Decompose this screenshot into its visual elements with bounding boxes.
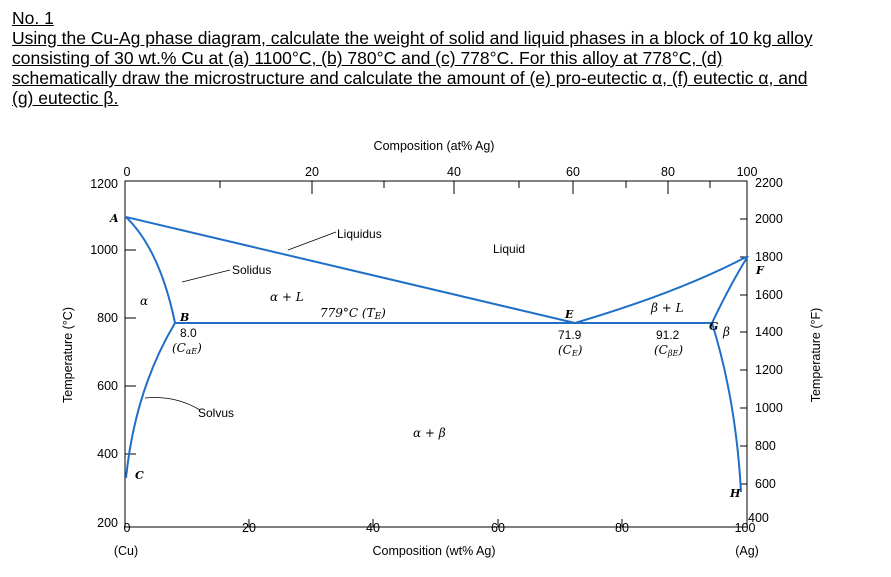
bottom-end-ag: (Ag)	[735, 544, 759, 558]
left-axis-title: Temperature (°C)	[61, 307, 75, 403]
beta-e-value: 91.2	[656, 328, 680, 342]
problem-line-3: schematically draw the microstructure an…	[12, 68, 808, 88]
top-tick-80: 80	[661, 165, 675, 179]
right-tick-800: 800	[755, 439, 776, 453]
region-alpha-plus-l: α + L	[270, 290, 304, 304]
right-axis-title: Temperature (°F)	[809, 308, 823, 403]
solvus-leader	[144, 397, 201, 411]
region-beta-plus-l: β + L	[650, 301, 684, 315]
point-e: E	[564, 308, 574, 321]
problem-statement: No. 1 Using the Cu-Ag phase diagram, cal…	[12, 8, 882, 108]
top-ticks	[219, 181, 711, 194]
alpha-e-value: 8.0	[180, 326, 197, 340]
label-solidus: Solidus	[232, 263, 271, 277]
point-f: F	[755, 264, 765, 277]
top-axis-title: Composition (at% Ag)	[374, 139, 495, 153]
left-tick-600: 600	[97, 379, 118, 393]
right-tick-2200: 2200	[755, 176, 783, 190]
left-ticks	[125, 249, 136, 455]
right-tick-1400: 1400	[755, 325, 783, 339]
top-tick-100: 100	[737, 165, 758, 179]
right-tick-400: 400	[748, 511, 769, 525]
point-a: A	[109, 212, 119, 225]
region-alpha-plus-beta: α + β	[413, 426, 446, 440]
solvus-beta-line	[711, 322, 742, 493]
eutectic-value: 71.9	[558, 328, 582, 342]
problem-line-1: Using the Cu-Ag phase diagram, calculate…	[12, 28, 813, 48]
bottom-tick-40: 40	[366, 521, 380, 535]
liquidus-right-line	[574, 255, 749, 324]
top-tick-0: 0	[124, 165, 131, 179]
phase-boundaries	[125, 216, 749, 493]
solvus-alpha-line	[125, 322, 176, 479]
label-eutectic-temp: 779°C (TE)	[320, 306, 386, 322]
left-tick-1200: 1200	[90, 177, 118, 191]
bottom-end-cu: (Cu)	[114, 544, 138, 558]
beta-e-label: (CβE)	[654, 343, 683, 358]
solidus-alpha-line	[125, 216, 176, 324]
point-h: H	[729, 487, 741, 500]
left-tick-400: 400	[97, 447, 118, 461]
top-tick-40: 40	[447, 165, 461, 179]
bottom-tick-20: 20	[242, 521, 256, 535]
bottom-tick-0: 0	[124, 521, 131, 535]
right-tick-1000: 1000	[755, 401, 783, 415]
bottom-tick-100: 100	[735, 521, 756, 535]
eutectic-label: (CE)	[558, 343, 583, 358]
solidus-beta-line	[711, 255, 749, 324]
bottom-axis-title: Composition (wt% Ag)	[373, 544, 496, 558]
region-alpha: α	[140, 294, 148, 308]
leader-lines	[144, 231, 337, 411]
top-tick-60: 60	[566, 165, 580, 179]
point-c: C	[135, 469, 144, 482]
right-tick-2000: 2000	[755, 212, 783, 226]
liquidus-left-line	[125, 216, 576, 324]
problem-number: No. 1	[12, 8, 54, 28]
plot-frame	[124, 180, 748, 528]
label-solvus: Solvus	[198, 406, 234, 420]
region-beta: β	[722, 325, 730, 339]
region-liquid: Liquid	[493, 242, 525, 256]
liquidus-leader	[287, 231, 337, 251]
top-tick-20: 20	[305, 165, 319, 179]
problem-line-2: consisting of 30 wt.% Cu at (a) 1100°C, …	[12, 48, 723, 68]
cu-ag-phase-diagram: Composition (at% Ag) Composition (wt% Ag…	[61, 139, 823, 558]
point-g: G	[709, 320, 718, 333]
right-tick-1200: 1200	[755, 363, 783, 377]
right-tick-600: 600	[755, 477, 776, 491]
bottom-tick-80: 80	[615, 521, 629, 535]
bottom-tick-60: 60	[491, 521, 505, 535]
label-liquidus: Liquidus	[337, 227, 382, 241]
solidus-leader	[181, 269, 231, 283]
left-tick-200: 200	[97, 516, 118, 530]
alpha-e-label: (CαE)	[172, 341, 202, 356]
point-b: B	[179, 311, 189, 324]
bottom-ticks	[248, 519, 623, 527]
right-tick-1800: 1800	[755, 250, 783, 264]
left-tick-1000: 1000	[90, 243, 118, 257]
left-tick-800: 800	[97, 311, 118, 325]
right-tick-1600: 1600	[755, 288, 783, 302]
problem-line-4: (g) eutectic β.	[12, 88, 119, 108]
